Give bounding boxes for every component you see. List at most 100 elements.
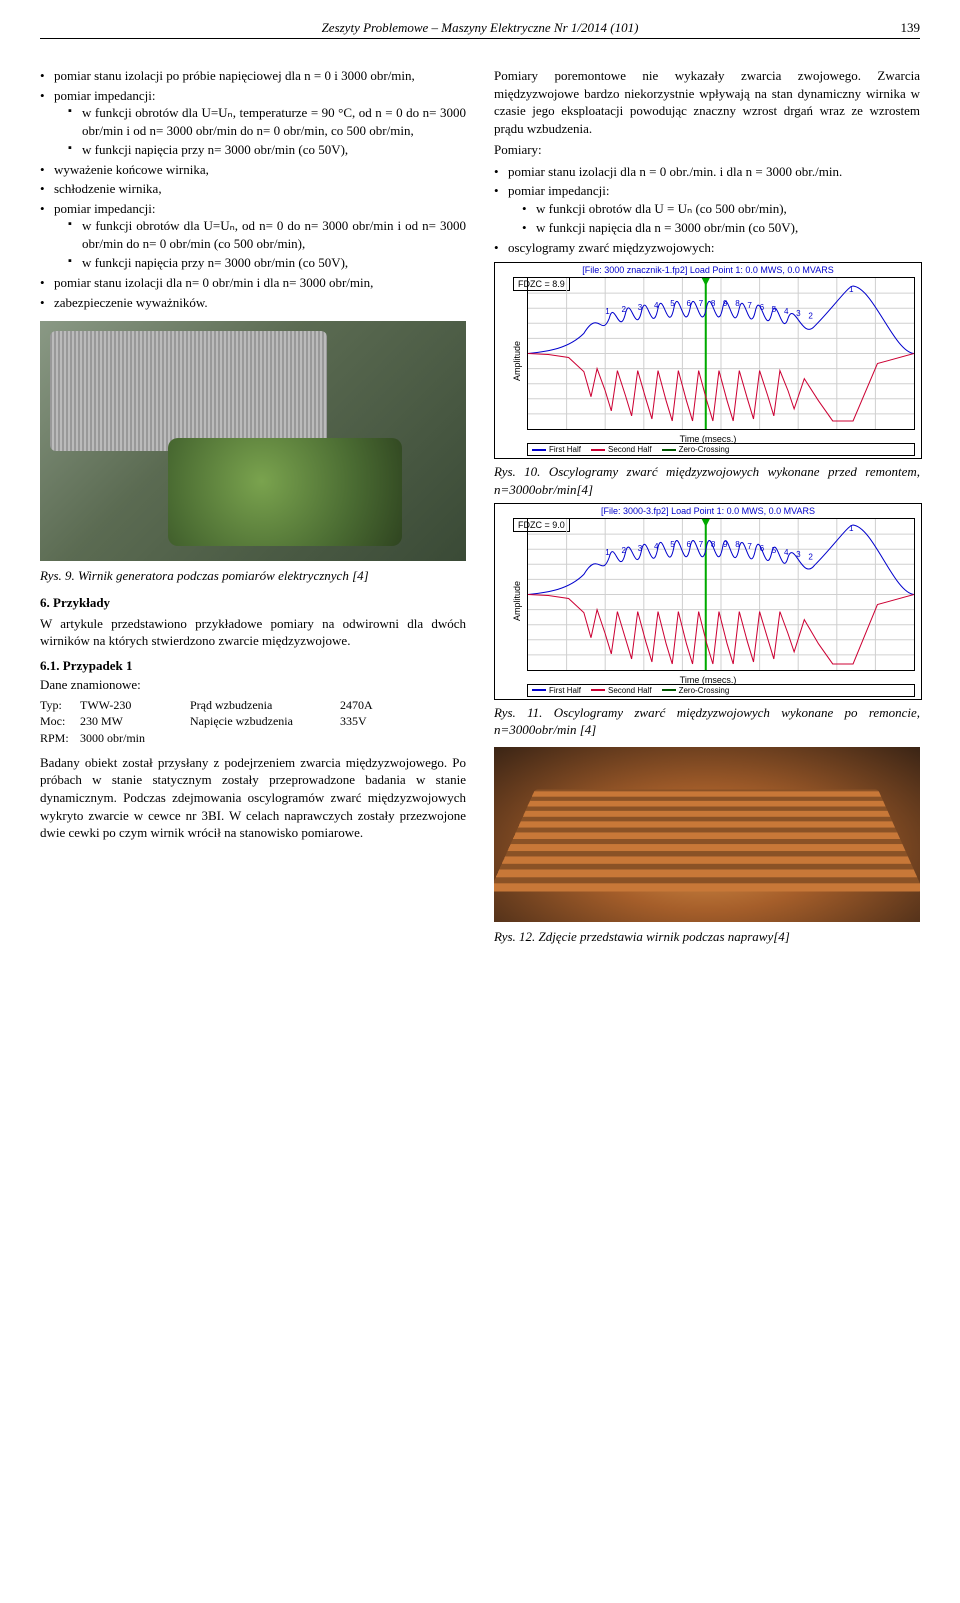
spec-table: Typ: TWW-230 Prąd wzbudzenia 2470A Moc: … — [40, 697, 466, 746]
spec-cell: 2470A — [340, 697, 400, 713]
svg-text:9: 9 — [723, 540, 728, 549]
figure-11-caption: Rys. 11. Oscylogramy zwarć międzyzwojowy… — [494, 704, 920, 739]
svg-text:4: 4 — [654, 542, 659, 551]
svg-text:5: 5 — [772, 546, 777, 555]
osc-svg: 12 34 56 78 98 76 54 32 1 — [528, 278, 914, 429]
table-row: Moc: 230 MW Napięcie wzbudzenia 335V — [40, 713, 466, 729]
figure-9-caption: Rys. 9. Wirnik generatora podczas pomiar… — [40, 567, 466, 585]
list-item: w funkcji napięcia przy n= 3000 obr/min … — [68, 141, 466, 159]
svg-text:1: 1 — [849, 286, 854, 295]
osc-plot-area: 12 34 56 78 98 76 54 32 1 — [527, 518, 915, 671]
list-item: pomiar impedancji: w funkcji obrotów dla… — [494, 182, 920, 237]
svg-text:6: 6 — [760, 544, 765, 553]
osc-title: [File: 3000-3.fp2] Load Point 1: 0.0 MWS… — [601, 506, 815, 516]
list-item-label: pomiar impedancji: — [54, 88, 155, 103]
list-item: pomiar impedancji: w funkcji obrotów dla… — [40, 87, 466, 159]
spec-cell — [190, 730, 340, 746]
svg-text:7: 7 — [699, 300, 704, 309]
spec-cell: RPM: — [40, 730, 80, 746]
svg-text:4: 4 — [784, 308, 789, 317]
figure-10-oscillogram: [File: 3000 znacznik-1.fp2] Load Point 1… — [494, 262, 922, 459]
svg-text:7: 7 — [747, 542, 752, 551]
svg-text:2: 2 — [808, 552, 813, 561]
osc-grid — [528, 519, 914, 670]
right-column: Pomiary poremontowe nie wykazały zwarcia… — [494, 67, 920, 949]
left-column: pomiar stanu izolacji po próbie napięcio… — [40, 67, 466, 949]
list-item: w funkcji napięcia przy n= 3000 obr/min … — [68, 254, 466, 272]
osc-peak-labels: 12 34 56 78 98 76 54 32 1 — [605, 524, 854, 561]
list-item: pomiar stanu izolacji dla n = 0 obr./min… — [494, 163, 920, 181]
sublist: w funkcji obrotów dla U=Uₙ, temperaturze… — [54, 104, 466, 159]
paragraph: Badany obiekt został przysłany z podejrz… — [40, 754, 466, 842]
list-item: pomiar impedancji: w funkcji obrotów dla… — [40, 200, 466, 272]
spec-cell: 3000 obr/min — [80, 730, 190, 746]
list-item: w funkcji napięcia dla n = 3000 obr/min … — [522, 219, 920, 237]
spec-cell: 230 MW — [80, 713, 190, 729]
legend-item: Zero-Crossing — [662, 445, 730, 454]
svg-text:2: 2 — [808, 312, 813, 321]
svg-text:4: 4 — [654, 302, 659, 311]
list-main-left-1: pomiar stanu izolacji po próbie napięcio… — [40, 67, 466, 311]
sublist: w funkcji obrotów dla U=Uₙ, od n= 0 do n… — [54, 217, 466, 272]
section-6-1-title: 6.1. Przypadek 1 — [40, 658, 466, 674]
osc-legend: First Half Second Half Zero-Crossing — [527, 443, 915, 456]
osc-ylabel: Amplitude — [512, 581, 522, 621]
svg-text:8: 8 — [711, 540, 716, 549]
svg-text:6: 6 — [760, 304, 765, 313]
list-main-right: pomiar stanu izolacji dla n = 0 obr./min… — [494, 163, 920, 257]
spec-cell: Moc: — [40, 713, 80, 729]
paragraph: Pomiary: — [494, 141, 920, 159]
figure-10-caption: Rys. 10. Oscylogramy zwarć międzyzwojowy… — [494, 463, 920, 498]
list-item: zabezpieczenie wyważników. — [40, 294, 466, 312]
osc-peak-labels: 12 34 56 78 98 76 54 32 1 — [605, 286, 854, 321]
sublist: w funkcji obrotów dla U = Uₙ (co 500 obr… — [508, 200, 920, 237]
figure-12-photo — [494, 747, 920, 922]
svg-text:2: 2 — [621, 306, 626, 315]
list-item: schłodzenie wirnika, — [40, 180, 466, 198]
svg-text:1: 1 — [849, 524, 854, 533]
svg-text:8: 8 — [735, 300, 740, 309]
photo-machine-overlay — [168, 438, 402, 546]
osc-title: [File: 3000 znacznik-1.fp2] Load Point 1… — [582, 265, 833, 275]
spec-cell: Typ: — [40, 697, 80, 713]
list-item: w funkcji obrotów dla U=Uₙ, temperaturze… — [68, 104, 466, 139]
osc-legend: First Half Second Half Zero-Crossing — [527, 684, 915, 697]
paragraph: W artykule przedstawiono przykładowe pom… — [40, 615, 466, 650]
spec-cell: Napięcie wzbudzenia — [190, 713, 340, 729]
svg-text:5: 5 — [772, 306, 777, 315]
svg-text:9: 9 — [723, 300, 728, 309]
svg-text:3: 3 — [796, 310, 801, 319]
table-row: RPM: 3000 obr/min — [40, 730, 466, 746]
svg-text:8: 8 — [711, 300, 716, 309]
svg-text:1: 1 — [605, 548, 610, 557]
legend-item: Second Half — [591, 686, 652, 695]
list-item-label: pomiar impedancji: — [54, 201, 155, 216]
photo-rotor-overlay — [50, 331, 327, 451]
legend-item: First Half — [532, 445, 581, 454]
list-item: wyważenie końcowe wirnika, — [40, 161, 466, 179]
figure-12-caption: Rys. 12. Zdjęcie przedstawia wirnik podc… — [494, 928, 920, 946]
svg-text:2: 2 — [621, 546, 626, 555]
svg-text:4: 4 — [784, 548, 789, 557]
osc-plot-area: 12 34 56 78 98 76 54 32 1 — [527, 277, 915, 430]
svg-text:7: 7 — [747, 302, 752, 311]
journal-title: Zeszyty Problemowe – Maszyny Elektryczne… — [322, 20, 639, 35]
svg-text:8: 8 — [735, 540, 740, 549]
osc-grid — [528, 278, 914, 429]
svg-text:6: 6 — [686, 300, 691, 309]
legend-item: Second Half — [591, 445, 652, 454]
paragraph: Dane znamionowe: — [40, 676, 466, 694]
list-item: w funkcji obrotów dla U=Uₙ, od n= 0 do n… — [68, 217, 466, 252]
svg-text:7: 7 — [699, 540, 704, 549]
list-item: w funkcji obrotów dla U = Uₙ (co 500 obr… — [522, 200, 920, 218]
page-number: 139 — [901, 20, 921, 36]
spec-cell — [340, 730, 400, 746]
list-item: pomiar stanu izolacji dla n= 0 obr/min i… — [40, 274, 466, 292]
section-6-title: 6. Przykłady — [40, 595, 466, 611]
svg-text:3: 3 — [638, 304, 643, 313]
spec-cell: Prąd wzbudzenia — [190, 697, 340, 713]
svg-text:3: 3 — [638, 544, 643, 553]
table-row: Typ: TWW-230 Prąd wzbudzenia 2470A — [40, 697, 466, 713]
legend-item: Zero-Crossing — [662, 686, 730, 695]
photo-bars-overlay — [494, 789, 920, 891]
